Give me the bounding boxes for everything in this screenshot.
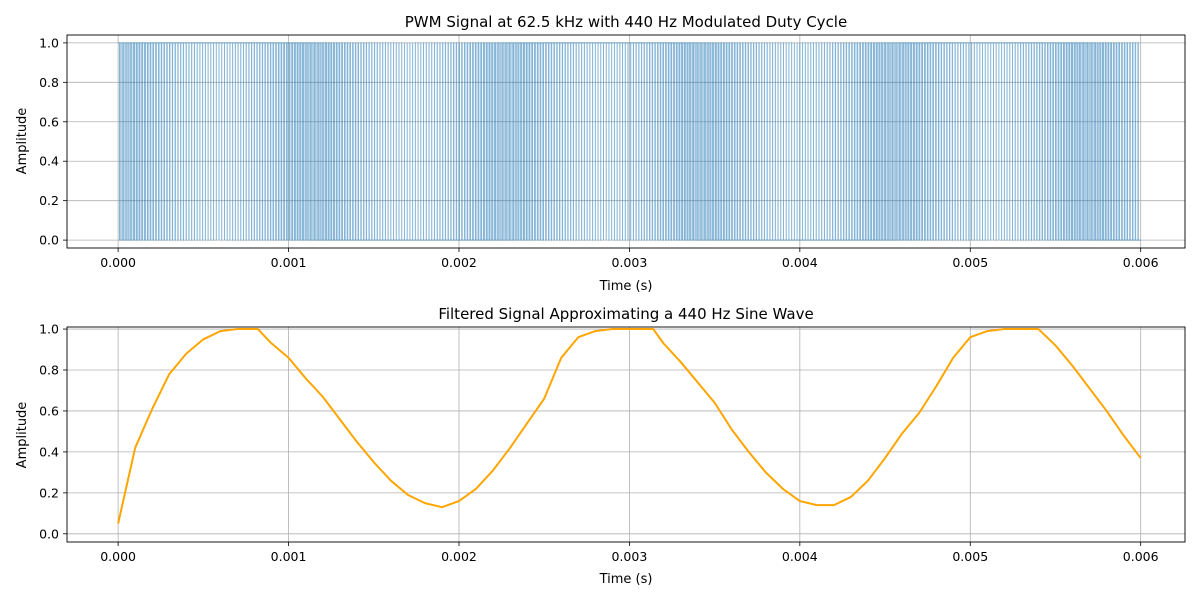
filtered-y-tick-label: 1.0: [39, 322, 59, 337]
filtered-x-tick-label: 0.001: [271, 549, 307, 564]
pwm-y-tick-label: 0.2: [39, 193, 59, 208]
pwm-x-tick-label: 0.005: [952, 255, 988, 270]
filtered-x-tick-label: 0.003: [612, 549, 648, 564]
filtered-y-tick-label: 0.8: [39, 363, 59, 378]
pwm-y-tick-label: 0.8: [39, 75, 59, 90]
pwm-y-tick-label: 1.0: [39, 35, 59, 50]
filtered-y-ticks: 0.0 0.2 0.4 0.6 0.8 1.0: [39, 322, 67, 541]
pwm-y-tick-label: 0.6: [39, 114, 59, 129]
pwm-x-tick-label: 0.003: [612, 255, 648, 270]
pwm-y-ticks: 0.0 0.2 0.4 0.6 0.8 1.0: [39, 35, 67, 248]
filtered-y-tick-label: 0.2: [39, 485, 59, 500]
pwm-x-tick-label: 0.000: [100, 255, 136, 270]
filtered-x-tick-label: 0.004: [782, 549, 818, 564]
pwm-chart-title: PWM Signal at 62.5 kHz with 440 Hz Modul…: [405, 13, 847, 31]
filtered-series-line: [117, 328, 1142, 524]
pwm-y-tick-label: 0.4: [39, 154, 59, 169]
filtered-gridlines: [67, 327, 1185, 542]
pwm-x-tick-label: 0.006: [1123, 255, 1159, 270]
pwm-y-tick-label: 0.0: [39, 233, 59, 248]
pwm-y-axis-label: Amplitude: [15, 108, 30, 175]
filtered-x-tick-label: 0.005: [952, 549, 988, 564]
filtered-y-tick-label: 0.6: [39, 403, 59, 418]
filtered-y-axis-label: Amplitude: [15, 402, 30, 469]
filtered-x-tick-label: 0.006: [1123, 549, 1159, 564]
filtered-x-ticks: 0.000 0.001 0.002 0.003 0.004 0.005 0.006: [100, 542, 1159, 564]
filtered-y-tick-label: 0.4: [39, 444, 59, 459]
pwm-x-ticks: 0.000 0.001 0.002 0.003 0.004 0.005 0.006: [100, 248, 1159, 270]
pwm-x-tick-label: 0.001: [271, 255, 307, 270]
pwm-x-axis-label: Time (s): [599, 279, 653, 294]
pwm-x-tick-label: 0.002: [441, 255, 477, 270]
filtered-axes-frame: [66, 326, 1186, 543]
filtered-chart-title: Filtered Signal Approximating a 440 Hz S…: [438, 305, 813, 323]
pwm-chart: PWM Signal at 62.5 kHz with 440 Hz Modul…: [15, 13, 1186, 294]
pwm-axes-frame: [66, 34, 1186, 249]
pwm-gridlines: [67, 35, 1185, 248]
filtered-x-tick-label: 0.000: [100, 549, 136, 564]
filtered-x-tick-label: 0.002: [441, 549, 477, 564]
pwm-x-tick-label: 0.004: [782, 255, 818, 270]
filtered-x-axis-label: Time (s): [599, 572, 653, 587]
filtered-y-tick-label: 0.0: [39, 526, 59, 541]
filtered-chart: Filtered Signal Approximating a 440 Hz S…: [15, 305, 1186, 587]
pwm-series-line: [118, 42, 1141, 241]
